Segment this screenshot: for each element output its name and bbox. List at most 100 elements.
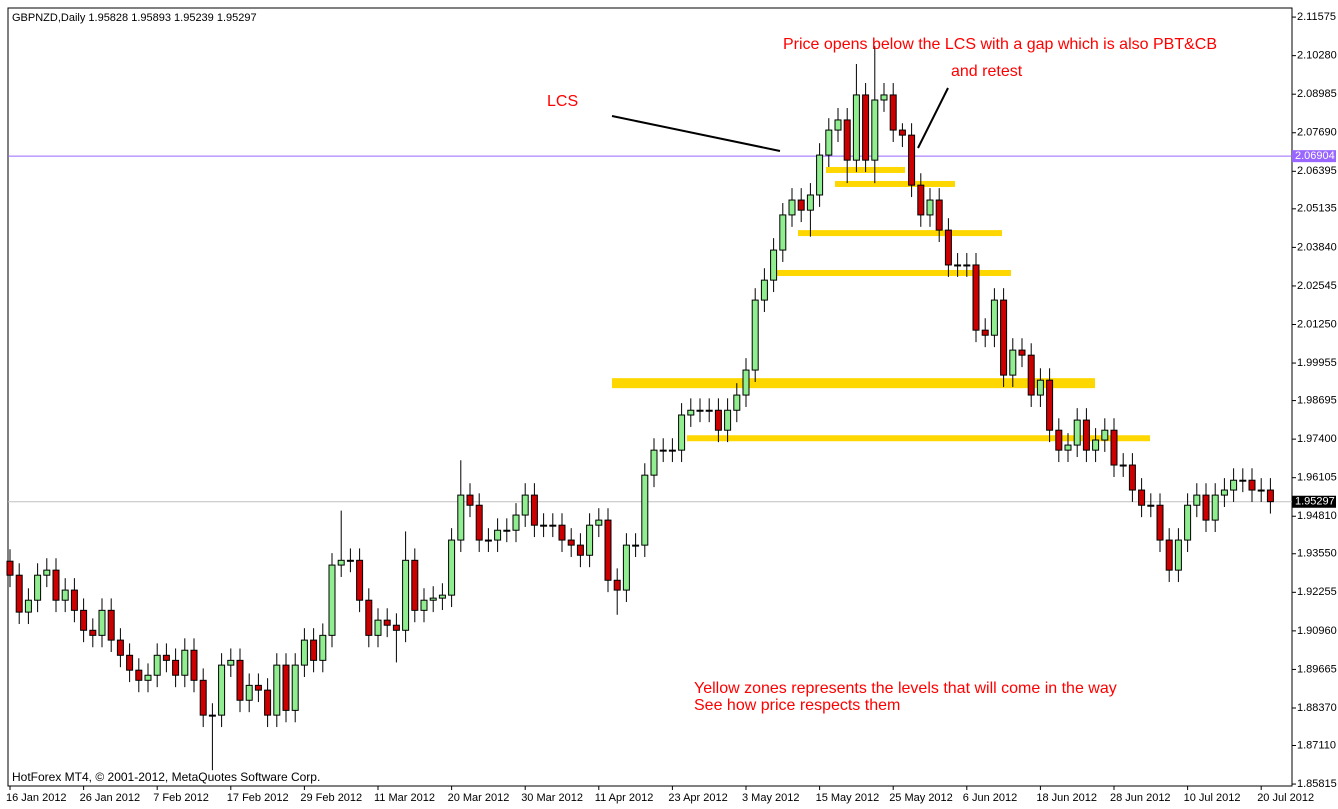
y-tick-label: 1.87110 [1297,739,1336,751]
support-zone [798,230,1002,237]
candle-body [337,559,345,566]
price-label: 1.95297 [1295,496,1335,508]
candle-body [1009,349,1017,376]
candle-body [595,519,603,526]
candle-body [236,659,244,701]
candle-body [788,199,796,216]
candle-body [540,524,548,527]
candle-body [990,299,998,336]
candle-body [678,414,686,451]
gap-pointer [917,87,949,149]
candle-body [1018,349,1026,356]
candle-body [254,684,262,691]
candle-body [622,544,630,591]
candle-body [80,609,88,631]
candle-body [457,494,465,541]
support-zone [770,269,1011,276]
candle-body [107,609,115,641]
candle-body [34,574,42,601]
candle-body [356,559,364,601]
x-tick-label: 10 Jul 2012 [1184,792,1241,804]
candle-body [549,524,557,527]
y-tick-label: 1.85815 [1297,778,1337,790]
candle-body [503,529,511,532]
candle-body [374,619,382,636]
candle-body [466,494,474,506]
annotation: Price opens below the LCS with a gap whi… [783,36,1217,53]
annotation: See how price respects them [694,697,900,714]
candle-body [1202,494,1210,521]
candle-body [89,629,97,636]
x-tick-label: 3 May 2012 [742,792,799,804]
candle-body [6,560,14,576]
candle-body [52,569,60,601]
candle-body [1165,539,1173,571]
candle-body [944,229,952,266]
y-tick-label: 2.07690 [1297,127,1337,139]
y-tick-label: 1.97400 [1297,433,1337,445]
candle-body [641,474,649,546]
candle-body [816,154,824,196]
candle-body [227,659,235,666]
candle-body [300,639,308,666]
candle-body [199,679,207,716]
candle-body [282,664,290,711]
x-tick-label: 18 Jun 2012 [1036,792,1097,804]
candle-body [1064,444,1072,451]
chart-title: GBPNZD,Daily 1.95828 1.95893 1.95239 1.9… [12,12,257,24]
candle-body [1027,354,1035,396]
y-tick-label: 1.98695 [1297,394,1337,406]
y-tick-label: 1.99955 [1297,357,1337,369]
candle-body [586,524,594,556]
candle-body [567,539,575,546]
x-tick-label: 15 May 2012 [816,792,880,804]
y-tick-label: 2.10280 [1297,50,1337,62]
candle-body [1193,494,1201,506]
annotation: Yellow zones represents the levels that … [694,680,1117,697]
candle-body [825,129,833,156]
candle-body [43,569,51,576]
candle-body [1000,299,1008,376]
candle-body [24,599,32,613]
candle-body [972,264,980,331]
candle-body [1174,539,1182,571]
x-tick-label: 11 Mar 2012 [374,792,435,804]
candle-body [1266,489,1274,503]
candle-body [411,559,419,611]
candle-body [1147,504,1155,507]
candle-body [696,409,704,412]
candle-body [852,94,860,161]
candle-body [760,279,768,301]
candle-body [751,299,759,371]
x-tick-label: 17 Feb 2012 [227,792,289,804]
price-box [1292,495,1336,508]
x-tick-label: 26 Jan 2012 [80,792,141,804]
candle-body [181,649,189,676]
candle-body [908,134,916,186]
candle-body [1184,504,1192,541]
candle-body [144,674,152,681]
annotation: and retest [951,63,1023,80]
candle-body [116,639,124,656]
candle-body [843,119,851,161]
candle-body [1239,479,1247,482]
candle-body [889,94,897,131]
y-tick-label: 2.03840 [1297,241,1337,253]
candle-body [383,619,391,626]
candle-body [733,394,741,411]
x-tick-label: 20 Jul 2012 [1257,792,1314,804]
candle-body [797,199,805,211]
candle-body [208,714,216,717]
candle-body [576,544,584,556]
candle-body [521,494,529,516]
candle-body [319,634,327,661]
candle-body [770,249,778,281]
candle-body [880,94,888,101]
candle-body [779,214,787,251]
candle-body [1138,489,1146,506]
candle-body [126,654,134,671]
candle-body [429,597,437,601]
y-tick-label: 2.06395 [1297,165,1337,177]
candle-body [98,609,106,636]
y-tick-label: 1.92255 [1297,586,1337,598]
